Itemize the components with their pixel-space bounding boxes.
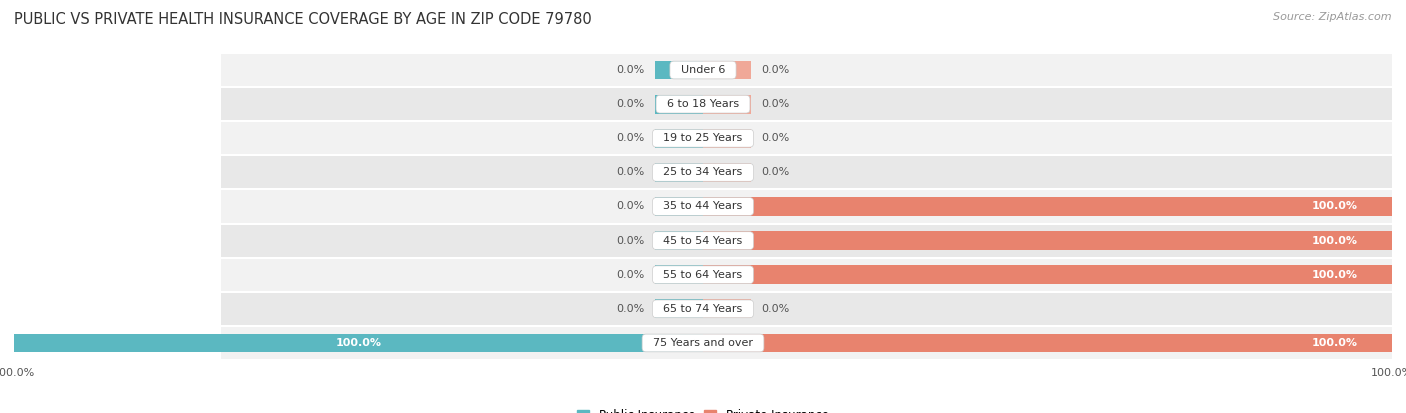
Text: 0.0%: 0.0% — [616, 99, 644, 109]
Bar — [14, 334, 703, 352]
Text: 100.0%: 100.0% — [1312, 338, 1358, 348]
Bar — [655, 61, 703, 79]
Text: 0.0%: 0.0% — [762, 167, 790, 177]
Text: 0.0%: 0.0% — [616, 270, 644, 280]
Bar — [703, 299, 751, 318]
Bar — [221, 223, 1392, 258]
Bar — [703, 163, 751, 182]
Text: 0.0%: 0.0% — [762, 133, 790, 143]
Bar — [703, 95, 751, 114]
Bar — [703, 334, 1392, 352]
Bar — [703, 231, 1392, 250]
Bar — [703, 61, 751, 79]
Text: 100.0%: 100.0% — [1312, 202, 1358, 211]
Text: Source: ZipAtlas.com: Source: ZipAtlas.com — [1274, 12, 1392, 22]
Bar — [655, 299, 703, 318]
Legend: Public Insurance, Private Insurance: Public Insurance, Private Insurance — [572, 404, 834, 413]
Text: 0.0%: 0.0% — [616, 65, 644, 75]
Text: 0.0%: 0.0% — [616, 167, 644, 177]
Text: 0.0%: 0.0% — [616, 202, 644, 211]
Bar — [221, 292, 1392, 326]
Text: Under 6: Under 6 — [673, 65, 733, 75]
Text: PUBLIC VS PRIVATE HEALTH INSURANCE COVERAGE BY AGE IN ZIP CODE 79780: PUBLIC VS PRIVATE HEALTH INSURANCE COVER… — [14, 12, 592, 27]
Text: 35 to 44 Years: 35 to 44 Years — [657, 202, 749, 211]
Text: 45 to 54 Years: 45 to 54 Years — [657, 236, 749, 246]
Text: 19 to 25 Years: 19 to 25 Years — [657, 133, 749, 143]
Bar — [221, 53, 1392, 87]
Text: 6 to 18 Years: 6 to 18 Years — [659, 99, 747, 109]
Bar — [221, 326, 1392, 360]
Text: 0.0%: 0.0% — [762, 65, 790, 75]
Text: 0.0%: 0.0% — [616, 304, 644, 314]
Text: 25 to 34 Years: 25 to 34 Years — [657, 167, 749, 177]
Text: 65 to 74 Years: 65 to 74 Years — [657, 304, 749, 314]
Text: 100.0%: 100.0% — [1312, 236, 1358, 246]
Bar — [221, 87, 1392, 121]
Text: 0.0%: 0.0% — [762, 99, 790, 109]
Bar — [655, 95, 703, 114]
Bar — [221, 258, 1392, 292]
Bar — [221, 121, 1392, 155]
Bar — [655, 231, 703, 250]
Bar — [655, 197, 703, 216]
Bar — [703, 265, 1392, 284]
Text: 100.0%: 100.0% — [336, 338, 381, 348]
Bar — [703, 129, 751, 147]
Bar — [703, 197, 1392, 216]
Text: 0.0%: 0.0% — [616, 236, 644, 246]
Bar — [655, 129, 703, 147]
Bar — [221, 155, 1392, 190]
Bar — [221, 190, 1392, 223]
Text: 0.0%: 0.0% — [762, 304, 790, 314]
Bar — [655, 265, 703, 284]
Text: 75 Years and over: 75 Years and over — [645, 338, 761, 348]
Bar — [655, 163, 703, 182]
Text: 55 to 64 Years: 55 to 64 Years — [657, 270, 749, 280]
Text: 100.0%: 100.0% — [1312, 270, 1358, 280]
Text: 0.0%: 0.0% — [616, 133, 644, 143]
